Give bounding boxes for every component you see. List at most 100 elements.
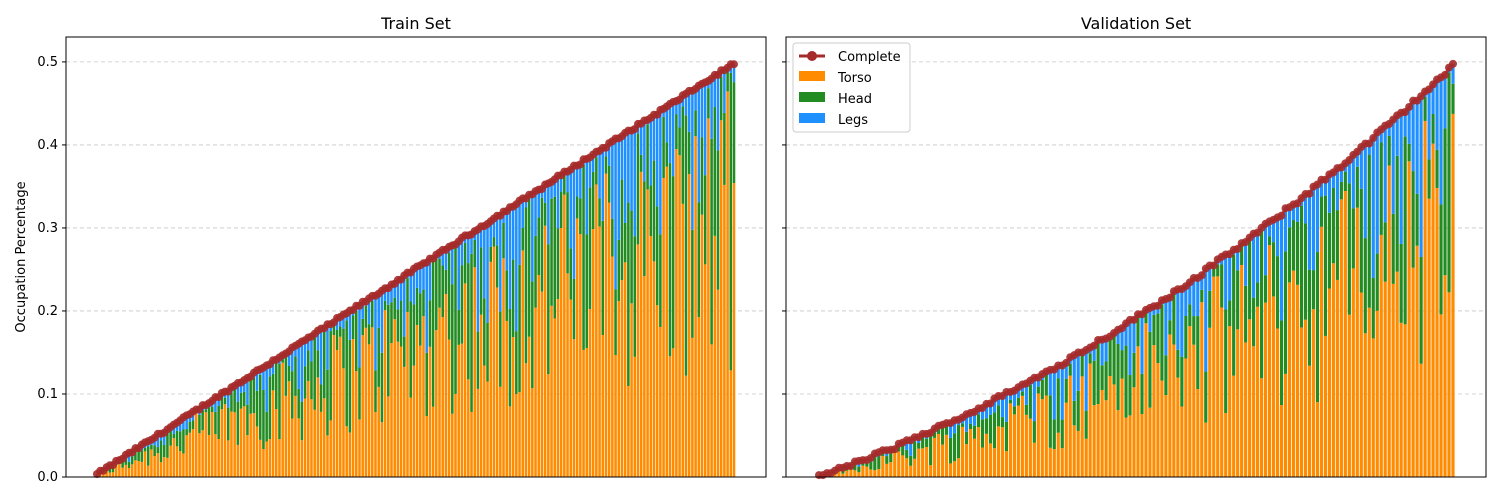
head-bar <box>156 447 160 454</box>
legs-bar <box>1052 369 1056 420</box>
legs-bar <box>1056 365 1060 379</box>
head-bar <box>1112 333 1116 385</box>
head-bar <box>636 133 640 245</box>
legs-bar <box>239 382 243 393</box>
torso-bar <box>627 385 630 477</box>
torso-bar <box>1188 326 1192 477</box>
torso-bar <box>1323 335 1327 477</box>
head-bar <box>687 131 691 175</box>
torso-bar <box>1335 279 1339 477</box>
head-bar <box>1387 135 1391 166</box>
legs-bar <box>1419 96 1423 257</box>
head-bar <box>905 449 909 459</box>
complete-point <box>1449 59 1457 68</box>
torso-bar <box>1052 449 1056 477</box>
head-bar <box>271 373 275 391</box>
head-bar <box>909 455 913 466</box>
torso-bar <box>492 246 496 477</box>
head-bar <box>230 392 233 412</box>
torso-bar <box>893 452 897 477</box>
head-bar <box>403 336 406 367</box>
legs-bar <box>425 262 428 353</box>
legs-bar <box>377 293 380 328</box>
head-bar <box>130 456 134 465</box>
head-bar <box>499 311 502 387</box>
legs-bar <box>659 109 662 235</box>
head-bar <box>1124 345 1128 418</box>
head-bar <box>351 315 355 340</box>
legs-bar <box>732 64 736 83</box>
head-bar <box>111 466 115 473</box>
head-bar <box>447 252 451 340</box>
legs-bar <box>1188 282 1192 305</box>
torso-bar <box>111 472 115 477</box>
legs-bar <box>611 141 614 219</box>
torso-bar <box>130 464 134 477</box>
legend-complete-marker <box>807 51 817 61</box>
head-bar <box>1196 316 1200 390</box>
torso-bar <box>968 429 973 477</box>
head-bar <box>697 202 701 318</box>
legs-bar <box>1128 319 1132 376</box>
torso-bar <box>665 166 669 477</box>
torso-bar <box>1148 407 1152 477</box>
legs-bar <box>1327 174 1331 213</box>
legs-bar <box>444 249 448 270</box>
head-bar <box>531 281 534 389</box>
torso-bar <box>543 225 547 477</box>
legs-bar <box>1319 179 1324 197</box>
torso-bar <box>719 120 723 477</box>
head-bar <box>929 433 933 466</box>
head-bar <box>428 300 432 347</box>
torso-bar <box>380 422 384 477</box>
head-bar <box>537 217 541 276</box>
torso-bar <box>127 468 131 477</box>
head-bar <box>901 442 905 456</box>
head-bar <box>579 198 582 235</box>
head-bar <box>310 361 313 400</box>
torso-bar <box>338 336 342 477</box>
torso-bar <box>1252 346 1256 477</box>
torso-bar <box>1156 363 1160 477</box>
head-bar <box>214 411 217 435</box>
head-bar <box>1335 210 1339 280</box>
legs-bar <box>303 340 307 367</box>
legs-bar <box>1152 306 1156 315</box>
legs-bar <box>1228 254 1232 301</box>
legs-bar <box>547 183 550 245</box>
torso-bar <box>678 155 681 477</box>
head-bar <box>220 392 224 410</box>
torso-bar <box>300 440 304 477</box>
head-bar <box>1064 378 1068 403</box>
torso-bar <box>460 343 464 477</box>
torso-bar <box>1240 264 1244 477</box>
torso-bar <box>956 458 961 477</box>
head-bar <box>431 260 435 407</box>
torso-bar <box>153 456 156 477</box>
head-bar <box>956 425 961 459</box>
torso-bar <box>1060 448 1064 477</box>
head-bar <box>729 72 733 371</box>
head-bar <box>1212 267 1216 277</box>
torso-bar <box>729 370 733 477</box>
head-bar <box>1399 243 1403 323</box>
torso-bar <box>607 202 611 477</box>
head-bar <box>700 137 704 215</box>
torso-bar <box>1347 314 1351 477</box>
torso-bar <box>355 371 358 477</box>
torso-bar <box>540 291 544 477</box>
torso-bar <box>332 335 336 477</box>
head-bar <box>543 202 547 226</box>
head-bar <box>1008 399 1012 404</box>
head-bar <box>518 264 521 393</box>
legs-bar <box>1411 100 1415 172</box>
train-set-panel: 0.0 0.1 0.2 0.3 0.4 0.5 Train Set Occupation … <box>14 14 767 485</box>
validation-bars <box>817 63 1455 478</box>
head-bar <box>297 388 300 419</box>
legs-bar <box>569 169 573 249</box>
legs-bar <box>310 336 313 362</box>
head-bar <box>159 440 163 463</box>
torso-bar <box>1216 276 1220 477</box>
legs-bar <box>1431 84 1435 115</box>
head-bar <box>489 246 493 262</box>
